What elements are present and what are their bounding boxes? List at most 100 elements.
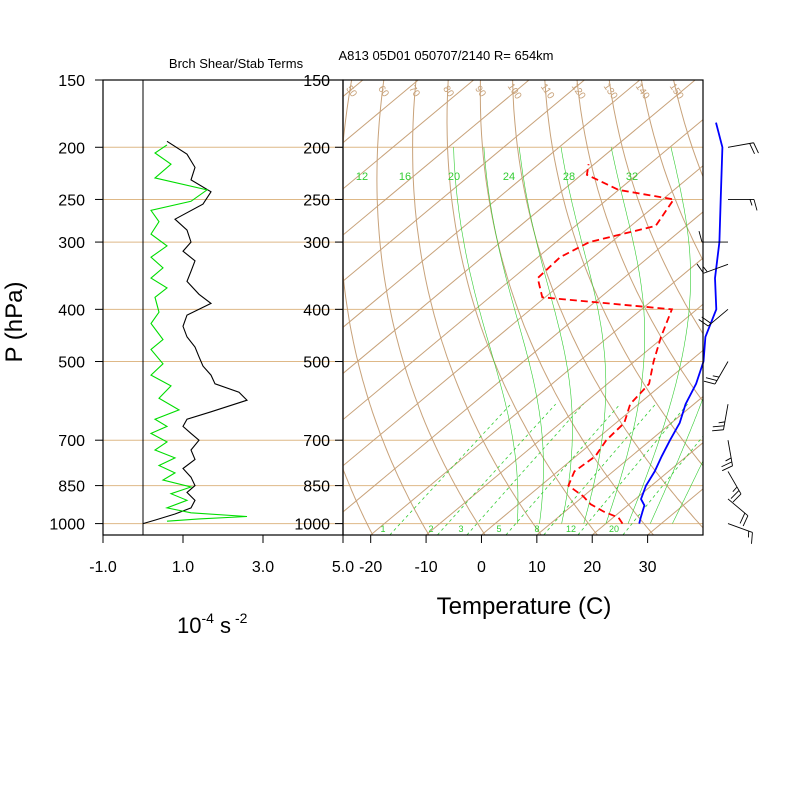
left-x-tick-label: 3.0 xyxy=(252,559,274,576)
skewt-y-tick-label: 200 xyxy=(303,140,330,157)
wind-barb-flag xyxy=(698,319,709,327)
skewt-y-tick-label: 1000 xyxy=(294,517,330,534)
left-y-tick-label: 850 xyxy=(58,479,85,496)
dry-adiabat-line xyxy=(446,80,598,535)
temperature-profile-line xyxy=(638,122,724,524)
wind-barb-flag xyxy=(705,377,718,382)
mixing-ratio-line xyxy=(505,403,621,535)
wind-barbs xyxy=(696,142,759,544)
mixing-ratio-label: 12 xyxy=(566,524,576,534)
moist-adiabat-label: 28 xyxy=(563,171,575,183)
moist-adiabat-label: 20 xyxy=(448,171,460,183)
moist-adiabat-line xyxy=(560,147,607,524)
wind-barb-flag xyxy=(703,380,716,385)
wind-barb-flag xyxy=(730,490,740,499)
left-y-ticks: 150 200 250 300 400 500 700 850 1000 xyxy=(49,73,103,534)
left-y-tick-label: 500 xyxy=(58,355,85,372)
left-title: Brch Shear/Stab Terms xyxy=(169,56,304,71)
skewt-x-tick-label: -10 xyxy=(415,559,438,576)
skewt-y-tick-label: 500 xyxy=(303,355,330,372)
moist-adiabat-label: 12 xyxy=(356,171,368,183)
wind-barb-flag xyxy=(753,142,759,154)
mixing-ratio-line xyxy=(466,403,584,535)
wind-barb-flag xyxy=(701,316,712,324)
skewt-x-tick-label: 20 xyxy=(583,559,601,576)
left-y-tick-label: 300 xyxy=(58,235,85,252)
wind-barb-half-flag xyxy=(712,375,720,378)
dry-adiabat-line xyxy=(376,80,486,535)
wind-barb-flag xyxy=(742,515,749,527)
isotherm-line xyxy=(591,442,703,535)
skewt-x-ticks: -20 -10 0 10 20 30 xyxy=(359,535,657,576)
skewt-y-tick-label: 250 xyxy=(303,192,330,209)
dry-adiabat-line xyxy=(343,80,430,535)
moist-adiabat-line xyxy=(483,147,544,524)
dry-adiabat-line xyxy=(544,80,703,467)
mixing-ratio-label: 3 xyxy=(458,524,463,534)
dry-adiabat-line xyxy=(412,80,542,535)
wind-barb-flag xyxy=(753,199,758,211)
mixing-ratio-line xyxy=(543,403,656,535)
left-x-tick-label: 1.0 xyxy=(172,559,194,576)
dry-adiabat-line xyxy=(640,80,703,262)
isotherm-line xyxy=(425,303,703,535)
isotherm-line xyxy=(536,395,703,535)
skewt-frame xyxy=(342,79,704,536)
skewt-y-tick-label: 300 xyxy=(303,235,330,252)
wind-barb-half-flag xyxy=(703,266,708,273)
wind-barb-shaft xyxy=(727,523,753,533)
wind-barb-shaft xyxy=(703,263,729,274)
wind-barb-shaft xyxy=(707,308,729,327)
isotherm-line xyxy=(343,80,696,375)
wind-barb-flag xyxy=(698,230,703,243)
wind-barb-shaft xyxy=(727,498,749,517)
skewt-x-tick-label: 30 xyxy=(639,559,657,576)
mixing-ratio-line xyxy=(577,403,688,535)
wind-barb-half-flag xyxy=(749,199,753,206)
left-x-ticks: -1.0 1.0 3.0 5.0 xyxy=(89,535,354,576)
left-y-tick-label: 400 xyxy=(58,302,85,319)
mixing-ratio-line xyxy=(389,403,512,535)
skewt-series xyxy=(536,122,724,525)
x-label-base: 10 xyxy=(177,613,201,638)
left-series xyxy=(142,140,249,525)
left-x-axis-label: 10-4 s -2 xyxy=(177,610,248,638)
mixing-ratio-label: 2 xyxy=(428,524,433,534)
left-y-tick-label: 1000 xyxy=(49,517,85,534)
shear-stab-panel: 150 200 250 300 400 500 700 850 1000 -1.0 1.0 3.0 5… xyxy=(1,56,354,638)
shear-term-line xyxy=(142,140,249,525)
skewt-background-lines xyxy=(343,80,703,535)
moist-adiabats xyxy=(453,147,703,524)
skewt-x-tick-label: -20 xyxy=(359,559,382,576)
moist-adiabat-line xyxy=(605,147,645,524)
moist-adiabat-label: 24 xyxy=(503,171,515,183)
skewt-y-tick-label: 700 xyxy=(303,433,330,450)
isotherm-line xyxy=(343,211,703,513)
wind-barb-flag xyxy=(751,532,753,544)
skewt-y-tick-label: 150 xyxy=(303,73,330,90)
wind-barb-flag xyxy=(722,465,733,472)
dewpoint-profile-line xyxy=(536,164,676,525)
moist-adiabat-label: 16 xyxy=(399,171,411,183)
wind-barb-flag xyxy=(732,493,742,503)
moist-adiabat-line xyxy=(453,147,519,524)
wind-barb-shaft xyxy=(727,440,733,466)
wind-barb-shaft xyxy=(727,142,754,148)
wind-barb-shaft xyxy=(727,471,742,495)
left-x-tick-label: -1.0 xyxy=(89,559,117,576)
dry-adiabat-line xyxy=(343,467,374,535)
wind-barb-half-flag xyxy=(725,457,732,462)
skewt-x-axis-label: Temperature (C) xyxy=(437,593,612,620)
wind-barb-flag xyxy=(712,425,725,428)
left-x-tick-label: 5.0 xyxy=(332,559,354,576)
skewt-x-tick-label: 0 xyxy=(477,559,486,576)
wind-barb-half-flag xyxy=(718,421,725,424)
mixing-ratio-label: 8 xyxy=(534,524,539,534)
dry-adiabat-line xyxy=(608,80,703,335)
isotherm-line xyxy=(343,80,585,282)
moist-adiabat-label: 32 xyxy=(626,171,638,183)
x-label-exp1: -4 xyxy=(201,610,214,626)
skewt-y-ticks: 150 200 250 300 400 500 700 850 1000 xyxy=(294,73,343,534)
